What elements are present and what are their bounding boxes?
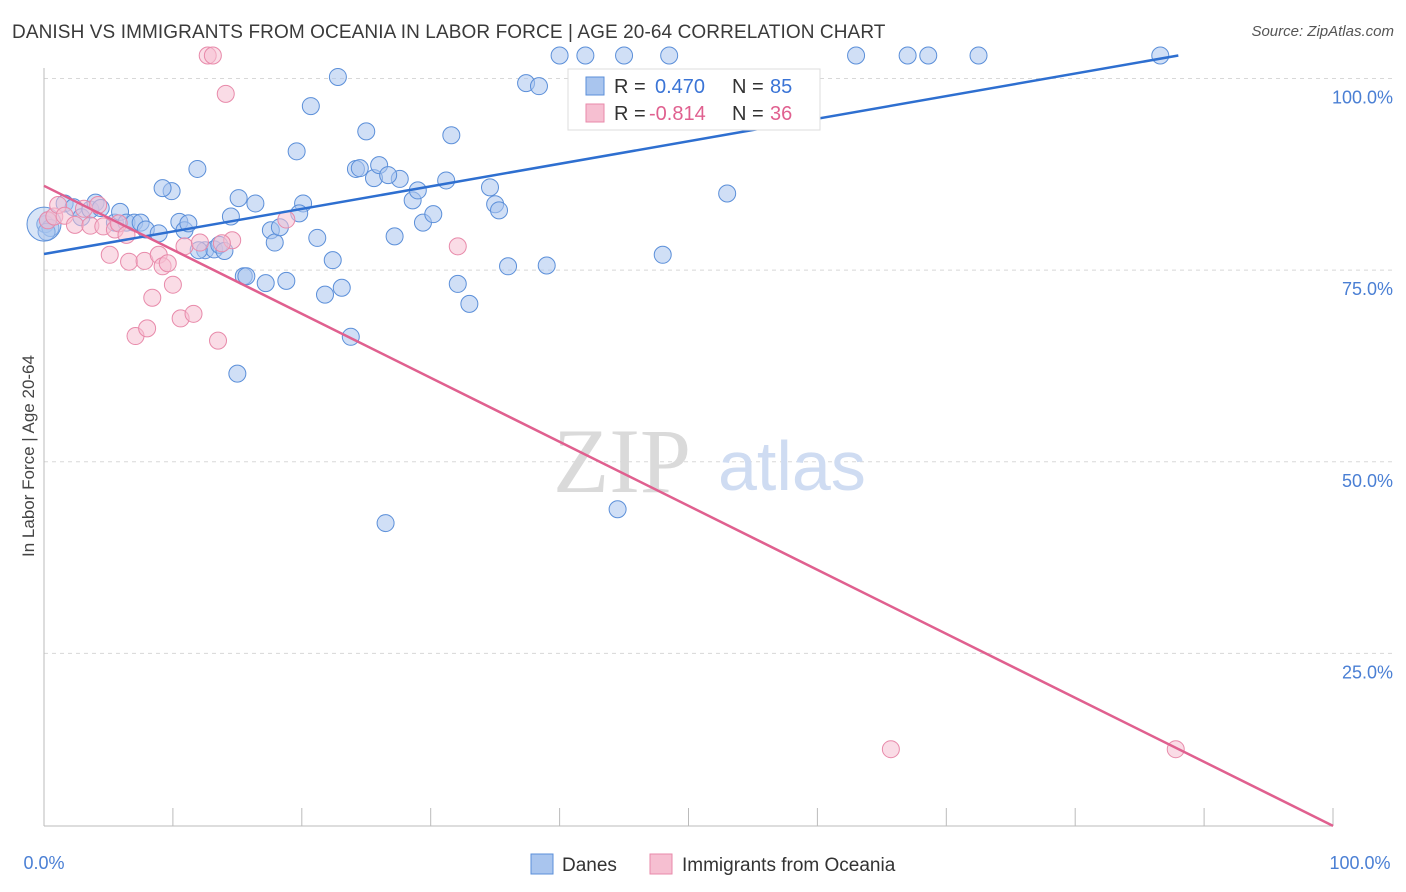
danes-point	[442, 126, 461, 145]
stats-blue-n-label: N =	[732, 76, 764, 98]
danes-point	[460, 294, 479, 313]
danes-point	[480, 178, 499, 197]
danes-point	[385, 227, 404, 246]
legend: Danes Immigrants from Oceania	[530, 853, 896, 876]
danes-point	[653, 245, 672, 264]
y-axis-label: In Labor Force | Age 20-64	[19, 355, 38, 557]
oceania-points	[38, 46, 1185, 759]
oceania-point	[65, 215, 84, 234]
danes-point	[437, 171, 456, 190]
oceania-point	[184, 304, 203, 323]
danes-point	[608, 500, 627, 519]
legend-danes-swatch	[530, 853, 554, 875]
oceania-point	[216, 84, 235, 103]
danes-point	[237, 267, 256, 286]
danes-point	[448, 274, 467, 293]
stats-box-frame	[567, 68, 821, 131]
watermark-atlas: atlas	[718, 427, 866, 505]
oceania-trend-line	[43, 184, 1334, 827]
oceania-point	[203, 46, 222, 65]
y-tick-label: 50.0%	[1342, 471, 1393, 491]
stats-pink-r-value: -0.814	[649, 103, 706, 125]
stats-blue-swatch	[585, 76, 605, 96]
danes-point	[188, 159, 207, 178]
oceania-point	[163, 275, 182, 294]
danes-point	[490, 201, 509, 220]
y-tick-label: 75.0%	[1342, 279, 1393, 299]
danes-point	[229, 189, 248, 208]
danes-point	[246, 194, 265, 213]
stats-blue-r-value: 0.470	[655, 76, 705, 98]
danes-point	[256, 274, 275, 293]
oceania-point	[1166, 740, 1185, 759]
danes-point	[350, 159, 369, 178]
oceania-point	[448, 237, 467, 256]
y-tick-label: 100.0%	[1332, 88, 1393, 108]
danes-point	[919, 46, 938, 65]
y-axis-tick-labels: 100.0% 75.0% 50.0% 25.0%	[1332, 88, 1393, 683]
grid	[44, 78, 1394, 654]
oceania-point	[881, 740, 900, 759]
danes-point	[287, 142, 306, 161]
x-axis-ticks	[43, 808, 1334, 826]
danes-point	[301, 97, 320, 116]
oceania-point	[138, 319, 157, 338]
danes-point	[316, 285, 335, 304]
danes-point	[847, 46, 866, 65]
danes-point	[308, 228, 327, 247]
stats-pink-swatch	[585, 103, 605, 123]
stats-box: R = 0.470 N = 85 R = -0.814 N = 36	[567, 68, 821, 131]
oceania-point	[190, 233, 209, 252]
danes-point	[277, 271, 296, 290]
danes-point	[898, 46, 917, 65]
x-tick-min: 0.0%	[23, 853, 64, 873]
danes-point	[424, 205, 443, 224]
oceania-point	[120, 252, 139, 271]
oceania-point	[143, 288, 162, 307]
oceania-point	[100, 245, 119, 264]
danes-point	[537, 256, 556, 275]
danes-point	[1151, 46, 1170, 65]
danes-point	[376, 514, 395, 533]
danes-point	[332, 278, 351, 297]
y-tick-label: 25.0%	[1342, 662, 1393, 682]
x-tick-max: 100.0%	[1329, 853, 1390, 873]
legend-danes-label: Danes	[562, 855, 617, 876]
danes-point	[379, 166, 398, 185]
chart-title: DANISH VS IMMIGRANTS FROM OCEANIA IN LAB…	[12, 22, 886, 43]
danes-point	[660, 46, 679, 65]
danes-point	[576, 46, 595, 65]
danes-point	[499, 257, 518, 276]
danes-point	[615, 46, 634, 65]
danes-point	[357, 122, 376, 141]
legend-oceania-label: Immigrants from Oceania	[682, 855, 896, 876]
oceania-point	[158, 254, 177, 273]
stats-pink-r-label: R =	[614, 103, 646, 125]
source-label: Source: ZipAtlas.com	[1251, 23, 1394, 40]
danes-point	[718, 184, 737, 203]
oceania-point	[212, 234, 231, 253]
danes-point	[550, 46, 569, 65]
oceania-point	[209, 331, 228, 350]
danes-point	[529, 77, 548, 96]
stats-pink-n-value: 36	[770, 103, 792, 125]
danes-point	[323, 251, 342, 270]
stats-blue-n-value: 85	[770, 76, 792, 98]
danes-point	[265, 233, 284, 252]
danes-point	[153, 179, 172, 198]
danes-trend-line	[43, 54, 1179, 256]
stats-pink-n-label: N =	[732, 103, 764, 125]
trend-lines	[43, 54, 1334, 827]
legend-oceania-swatch	[649, 853, 673, 875]
stats-blue-r-label: R =	[614, 76, 646, 98]
danes-point	[328, 67, 347, 86]
danes-point	[228, 364, 247, 383]
danes-point	[969, 46, 988, 65]
